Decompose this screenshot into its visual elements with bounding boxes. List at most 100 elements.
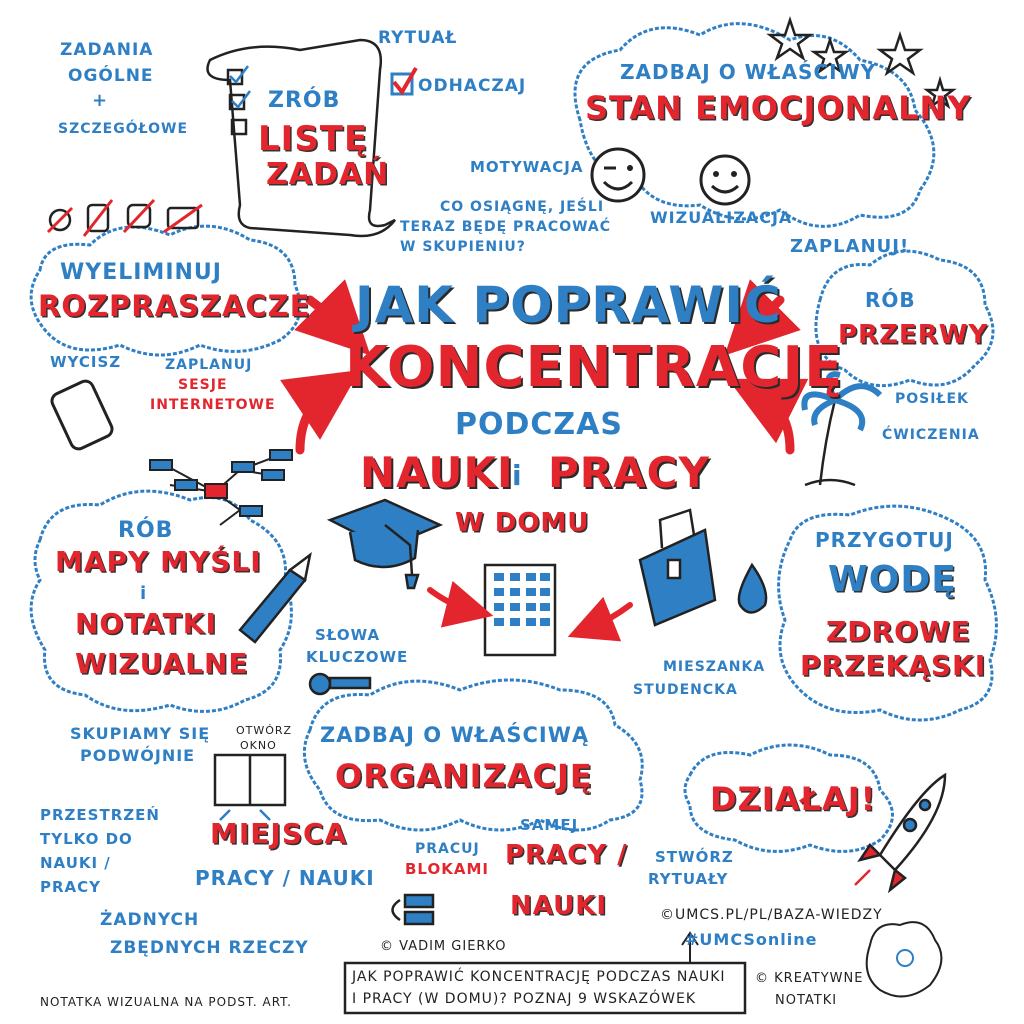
emotion-state: STAN EMOCJONALNY (585, 89, 972, 127)
footer-source: ©UMCS.PL/PL/BAZA-WIEDZY (660, 907, 883, 923)
organization-work: PRACY / (505, 840, 628, 870)
mindmaps-and: i (140, 583, 148, 604)
title-line3: PODCZAS (455, 407, 623, 442)
cloud-mindmaps (29, 489, 293, 713)
todo-tasks: ZADAŃ (266, 157, 390, 192)
mindmap-network-icon (149, 449, 293, 526)
mindmaps-double1: SKUPIAMY SIĘ (70, 724, 211, 743)
footer-creative2: NOTATKI (775, 993, 838, 1008)
todo-general2: OGÓLNE (68, 66, 154, 86)
footer-hashtag: #UMCSonline (685, 930, 818, 949)
footer-arrow (681, 931, 699, 962)
smile-face-icon (699, 154, 751, 206)
organization-space3: NAUKI / (40, 854, 111, 872)
mascot-icon (865, 921, 943, 998)
water-drop-icon (737, 562, 768, 614)
organization-none1: ŻADNYCH (100, 910, 200, 930)
cloud-organization (302, 678, 644, 832)
todo-make: ZRÓB (268, 88, 341, 113)
organization-rituals1: STWÓRZ (655, 848, 734, 866)
title-line4a: NAUKI (360, 448, 514, 497)
emotion-question3: W SKUPIENIU? (400, 239, 526, 255)
organization-space4: PRACY (40, 878, 102, 896)
building-icon (483, 563, 557, 657)
phone-icon (50, 379, 114, 451)
organization-work-study: PRACY / NAUKI (195, 866, 375, 890)
distractions-plan3: INTERNETOWE (150, 397, 276, 413)
key-icon (308, 672, 372, 696)
emotion-care: ZADBAJ O WŁAŚCIWY (620, 60, 877, 84)
organization-space2: TYLKO DO (40, 830, 133, 848)
distractions-mute: WYCISZ (50, 353, 122, 371)
distractions-plan1: ZAPLANUJ (165, 357, 253, 373)
water-mix2: STUDENCKA (633, 682, 738, 698)
rocket-icon (854, 772, 947, 894)
organization-rituals2: RYTUAŁY (648, 870, 729, 888)
footer-creative1: © KREATYWNE (755, 971, 864, 986)
todo-general: ZADANIA (60, 40, 154, 60)
cloud-action (683, 743, 894, 853)
distractions-distractors: ROZPRASZACZE (38, 289, 311, 323)
mindmaps-double2: PODWÓJNIE (80, 746, 196, 765)
action-act: DZIAŁAJ! (710, 780, 877, 818)
organization-window2: OKNO (240, 739, 277, 752)
distractions-plan2: SESJE (178, 377, 228, 393)
title-line2: KONCENTRACJĘ (345, 335, 844, 400)
window-icon (213, 753, 287, 821)
footer-box2: I PRACY (W DOMU)? POZNAJ 9 WSKAZÓWEK (352, 991, 697, 1007)
emotion-visualization: WIZUALIZACJA (650, 208, 793, 227)
todo-detailed: SZCZEGÓŁOWE (58, 121, 189, 137)
mindmaps-keywords1: SŁOWA (315, 626, 381, 644)
breaks-exercise: ĆWICZENIA (882, 427, 980, 443)
title-line5: W DOMU (455, 508, 590, 538)
breaks-meal: POSIŁEK (895, 391, 969, 407)
arrows (280, 279, 809, 642)
water-mix1: MIESZANKA (663, 659, 766, 675)
distractions-eliminate: WYELIMINUJ (60, 260, 222, 285)
todo-check: ODHACZAJ (418, 76, 527, 96)
organization-same: SAMEJ (520, 816, 579, 834)
water-snacks: PRZEKĄSKI (800, 649, 987, 682)
wink-face-icon (590, 147, 646, 203)
palm-tree-icon (801, 371, 883, 487)
mindmaps-notes: NOTATKI (75, 607, 217, 640)
organization-place: MIEJSCA (210, 817, 348, 850)
organization-care: ZADBAJ O WŁAŚCIWĄ (320, 723, 590, 747)
water-water: WODĘ (828, 559, 957, 600)
graduation-cap-icon (326, 498, 444, 590)
organization-blocks2: BLOKAMI (405, 860, 489, 878)
cloud-emotional-state (573, 22, 936, 228)
organization-study: NAUKI (510, 891, 608, 921)
water-healthy: ZDROWE (826, 615, 971, 648)
pencil-icon (238, 552, 312, 644)
title-line4c: PRACY (548, 448, 710, 497)
mindmaps-maps: MAPY MYŚLI (55, 545, 262, 578)
emotion-motivation: MOTYWACJA (470, 158, 584, 176)
breaks-breaks: PRZERWY (838, 320, 989, 350)
mindmaps-keywords2: KLUCZOWE (306, 648, 409, 666)
mindmaps-make: RÓB (118, 518, 174, 543)
mindmaps-visual: WIZUALNE (75, 647, 249, 680)
footer-note: NOTATKA WIZUALNA NA PODST. ART. (40, 995, 292, 1009)
organization-window1: OTWÓRZ (236, 724, 293, 737)
briefcase-icon (638, 508, 717, 627)
footer-box1: JAK POPRAWIĆ KONCENTRACJĘ PODCZAS NAUKI (352, 969, 726, 985)
organization-blocks1: PRACUJ (415, 841, 480, 857)
todo-plus: + (92, 90, 109, 111)
cloud-water (777, 504, 998, 722)
emotion-question2: TERAZ BĘDĘ PRACOWAĆ (400, 219, 612, 235)
todo-ritual: RYTUAŁ (378, 28, 458, 48)
todo-list: LISTĘ (258, 119, 369, 159)
checkbox-icon (390, 66, 418, 96)
social-icons-crossed (46, 198, 203, 237)
breaks-plan: ZAPLANUJ! (790, 236, 910, 257)
organization-space1: PRZESTRZEŃ (40, 806, 160, 824)
breaks-make: RÓB (865, 288, 916, 312)
cloud-breaks (814, 249, 995, 388)
water-prepare: PRZYGOTUJ (815, 528, 954, 552)
organization-none2: ZBĘDNYCH RZECZY (110, 938, 309, 958)
footer-box (343, 961, 747, 1015)
title-line4b: i (512, 459, 523, 492)
